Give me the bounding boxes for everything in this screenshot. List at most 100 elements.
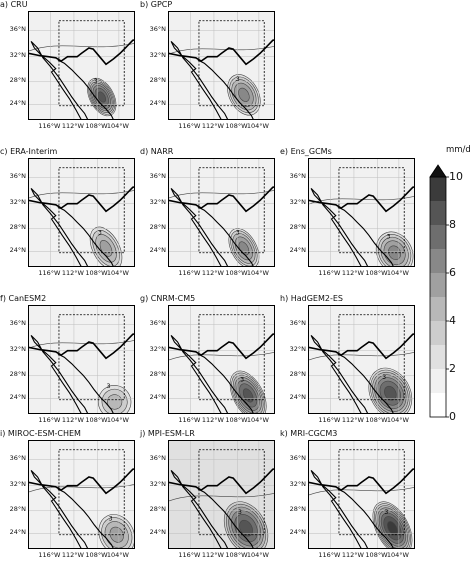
contour-value-label: 3	[236, 76, 240, 83]
us-mexico-border	[309, 186, 414, 213]
precip-contour-line	[29, 43, 134, 52]
latitude-label: 24°N	[289, 246, 306, 255]
colorbar-segment	[430, 225, 446, 249]
colorbar-tick-label: 2	[449, 362, 456, 375]
longitude-label: 112°W	[61, 416, 84, 424]
latitude-label: 32°N	[149, 198, 166, 207]
latitude-label: 32°N	[149, 345, 166, 354]
contour-value-label: 3	[236, 229, 240, 236]
colorbar-segment	[430, 201, 446, 225]
latitude-label: 36°N	[9, 25, 26, 34]
us-mexico-border	[169, 333, 274, 360]
panel-title: h) HadGEM2-ES	[280, 294, 343, 303]
mainland-coastline	[197, 488, 254, 548]
latitude-label: 28°N	[289, 505, 306, 514]
longitude-label: 108°W	[365, 269, 388, 277]
colorbar-tick-label: 4	[449, 314, 456, 327]
longitude-label: 116°W	[38, 416, 61, 424]
map-frame: 3	[28, 158, 135, 267]
panel-title: a) CRU	[0, 0, 28, 9]
latitude-label: 36°N	[9, 454, 26, 463]
us-mexico-border	[169, 186, 274, 213]
longitude-label: 112°W	[201, 122, 224, 130]
longitude-label: 116°W	[178, 122, 201, 130]
latitude-label: 32°N	[289, 345, 306, 354]
us-mexico-border	[29, 186, 134, 213]
longitude-label: 112°W	[341, 416, 364, 424]
longitude-label: 104°W	[106, 122, 129, 130]
latitude-label: 24°N	[149, 99, 166, 108]
longitude-label: 112°W	[201, 416, 224, 424]
colorbar-scale	[429, 164, 449, 418]
mainland-coastline	[57, 353, 114, 413]
precip-map: 3	[29, 306, 134, 413]
longitude-label: 112°W	[201, 551, 224, 559]
colorbar-tick-label: 10	[449, 170, 463, 183]
baja-peninsula-coastline	[30, 41, 89, 119]
precip-contour-band	[388, 245, 402, 260]
precip-background-fill	[29, 12, 134, 119]
longitude-label: 112°W	[341, 269, 364, 277]
us-mexico-border	[309, 333, 414, 360]
longitude-label: 108°W	[365, 416, 388, 424]
precip-map: 3	[169, 441, 274, 548]
contour-value-label: 3	[238, 509, 242, 516]
region-box	[58, 20, 125, 107]
mainland-coastline	[197, 206, 254, 266]
longitude-label: 108°W	[85, 122, 108, 130]
latitude-label: 32°N	[289, 198, 306, 207]
latitude-label: 36°N	[289, 172, 306, 181]
precip-contour-band	[239, 519, 253, 537]
colorbar-segment	[430, 345, 446, 369]
precip-map: 3	[309, 306, 414, 413]
precip-contour-band	[238, 87, 250, 102]
map-frame: 3	[168, 158, 275, 267]
us-mexico-border	[29, 468, 134, 495]
region-box	[198, 314, 265, 401]
latitude-label: 36°N	[289, 454, 306, 463]
colorbar-segment	[430, 297, 446, 321]
precip-map: 3	[169, 306, 274, 413]
mainland-coastline	[57, 59, 114, 119]
longitude-label: 104°W	[106, 551, 129, 559]
region-box	[198, 449, 265, 536]
map-frame: 3	[308, 440, 415, 549]
map-panel: i) MIROC-ESM-CHEM 3 36°N 32°N 28°N 24°N 116°W 1…	[0, 429, 140, 564]
longitude-label: 116°W	[178, 416, 201, 424]
baja-peninsula-coastline	[310, 470, 369, 548]
precip-map: 3	[309, 441, 414, 548]
colorbar-extend-arrow	[429, 164, 447, 178]
map-frame: 3	[168, 440, 275, 549]
contour-value-label: 3	[385, 509, 389, 516]
colorbar-segment	[430, 321, 446, 345]
longitude-label: 108°W	[225, 269, 248, 277]
latitude-label: 32°N	[149, 480, 166, 489]
colorbar-segment	[430, 369, 446, 393]
mainland-coastline	[337, 206, 394, 266]
region-box	[198, 20, 265, 107]
latitude-label: 36°N	[149, 454, 166, 463]
map-frame: 3	[28, 305, 135, 414]
panel-title: j) MPI-ESM-LR	[140, 429, 195, 438]
latitude-label: 32°N	[9, 51, 26, 60]
latitude-label: 36°N	[289, 319, 306, 328]
precip-map: 3	[29, 159, 134, 266]
map-panel: g) CNRM-CM5 3 36°N 32°N 28°N 24°N 116°W 112°W 10…	[140, 294, 280, 429]
map-frame: 3	[308, 305, 415, 414]
longitude-label: 108°W	[225, 122, 248, 130]
colorbar-segment	[430, 249, 446, 273]
precip-map: 3	[169, 12, 274, 119]
map-panel: f) CanESM2 3 36°N 32°N 28°N 24°N 116°W 112°W 108…	[0, 294, 140, 429]
latitude-label: 32°N	[149, 51, 166, 60]
longitude-label: 112°W	[201, 269, 224, 277]
colorbar-tick-label: 8	[449, 218, 456, 231]
precip-map: 3	[29, 441, 134, 548]
precip-map: 3	[169, 159, 274, 266]
contour-value-label: 3	[109, 516, 113, 523]
map-panel: d) NARR 3 36°N 32°N 28°N 24°N 116°W 112°W 108°W 1…	[140, 147, 280, 282]
precip-contour-line	[169, 190, 274, 199]
longitude-label: 104°W	[106, 269, 129, 277]
latitude-label: 24°N	[9, 246, 26, 255]
map-frame: 3	[308, 158, 415, 267]
precip-map: 3	[309, 159, 414, 266]
